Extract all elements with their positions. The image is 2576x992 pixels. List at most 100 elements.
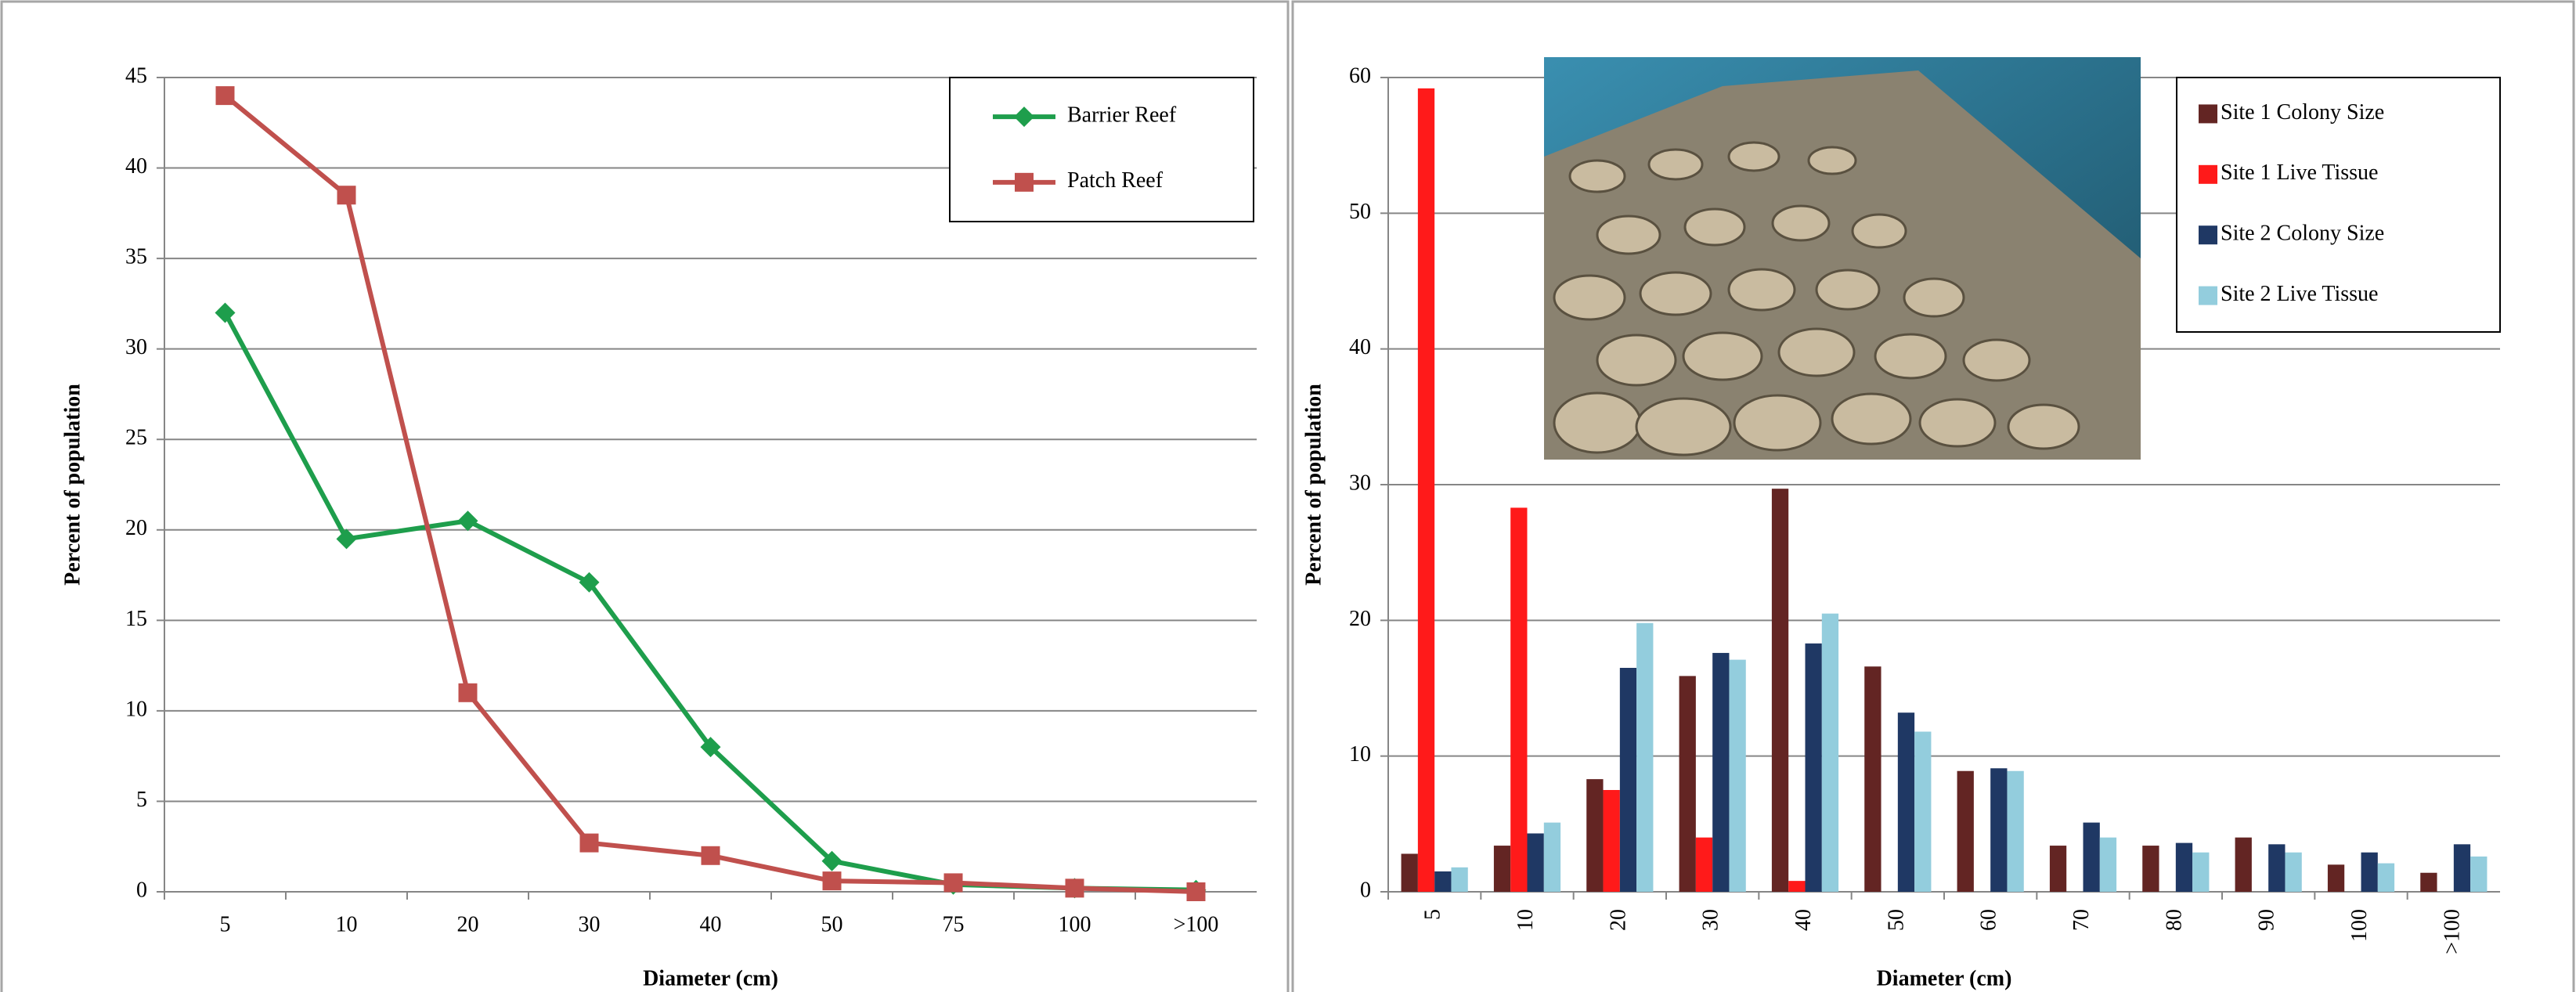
x-tick-label: 20 [457,912,479,936]
figure: 0510152025303540455102030405075100>100Di… [0,0,2576,992]
x-tick-label: 40 [700,912,722,936]
bar [1729,660,1745,892]
x-tick-label: 20 [1606,909,1630,931]
bar [2361,853,2378,892]
legend-swatch [2199,104,2217,123]
bar [1636,623,1653,892]
x-tick-label: 70 [2069,909,2094,931]
y-tick-label: 5 [136,788,147,812]
marker [1066,878,1084,897]
bar [1679,676,1696,892]
bar [2142,846,2159,892]
marker [1015,173,1034,192]
x-tick-label: >100 [2440,909,2464,954]
y-tick-label: 30 [125,335,147,359]
bar [1434,871,1451,892]
y-axis-title: Percent of population [60,384,85,586]
legend-label: Site 1 Live Tissue [2221,161,2378,185]
bar [1451,868,1467,892]
y-axis-title: Percent of population [1301,384,1326,586]
bar [1990,768,2007,892]
x-tick-label: 75 [943,912,965,936]
bar [2176,843,2192,892]
x-tick-label: 5 [220,912,231,936]
y-tick-label: 45 [125,63,147,88]
x-tick-label: 30 [579,912,601,936]
y-tick-label: 30 [1349,471,1371,495]
y-tick-label: 35 [125,245,147,269]
bar [2378,864,2394,892]
y-tick-label: 25 [125,426,147,450]
marker [337,186,356,204]
bar [1712,653,1729,892]
bar [1696,838,1712,892]
y-tick-label: 50 [1349,200,1371,224]
bar [2192,853,2209,892]
y-tick-label: 20 [125,516,147,540]
coral-photo [1544,57,2141,460]
bar [1788,881,1805,892]
bar [2007,771,2023,892]
bar [2100,838,2116,892]
bar [2050,846,2066,892]
y-tick-label: 0 [1360,878,1371,902]
y-tick-label: 10 [125,697,147,721]
bar [1494,846,1510,892]
bar [1914,731,1931,892]
x-tick-label: 100 [1059,912,1091,936]
marker [580,834,599,853]
x-tick-label: 30 [1699,909,1723,931]
bar [1402,853,1418,892]
legend-label: Patch Reef [1067,168,1164,193]
legend-box [950,78,1254,222]
bar [1544,823,1560,892]
y-tick-label: 10 [1349,742,1371,767]
x-tick-label: 10 [1513,909,1538,931]
bar [1604,790,1620,892]
bar [1510,507,1527,892]
y-tick-label: 20 [1349,607,1371,631]
legend-swatch [2199,165,2217,184]
bar [1586,779,1603,892]
legend-label: Site 1 Colony Size [2221,100,2384,124]
x-axis-title: Diameter (cm) [1877,966,2012,990]
marker [944,873,963,892]
marker [823,871,842,890]
legend-label: Site 2 Live Tissue [2221,282,2378,306]
marker [1187,882,1206,901]
page: {"chart_data": [ {"type": "line", "x_lab… [0,0,2576,992]
x-tick-label: 10 [336,912,358,936]
x-tick-label: 50 [821,912,843,936]
y-tick-label: 0 [136,878,147,902]
bar [1898,712,1914,892]
x-tick-label: 90 [2255,909,2279,931]
bar [1528,833,1544,892]
bar [1806,644,1822,892]
bar [2420,873,2437,892]
x-tick-label: >100 [1174,912,1219,936]
bar [2235,838,2252,892]
legend-label: Barrier Reef [1067,103,1177,128]
x-tick-label: 40 [1791,909,1816,931]
y-tick-label: 15 [125,607,147,631]
x-tick-label: 100 [2347,909,2372,942]
y-tick-label: 40 [125,154,147,179]
bar [2328,864,2344,892]
bar [2454,844,2470,892]
marker [216,86,235,105]
bar [1772,489,1788,892]
legend-swatch [2199,225,2217,244]
x-axis-title: Diameter (cm) [643,966,778,990]
x-tick-label: 60 [1977,909,2001,931]
bar [1418,88,1434,892]
legend-swatch [2199,287,2217,305]
legend-label: Site 2 Colony Size [2221,222,2384,246]
x-tick-label: 5 [1421,909,1445,920]
marker [702,846,720,865]
x-tick-label: 50 [1884,909,1908,931]
bar [1864,666,1881,892]
x-tick-label: 80 [2162,909,2186,931]
bar [2285,853,2301,892]
y-tick-label: 60 [1349,63,1371,88]
bar [1620,668,1636,892]
